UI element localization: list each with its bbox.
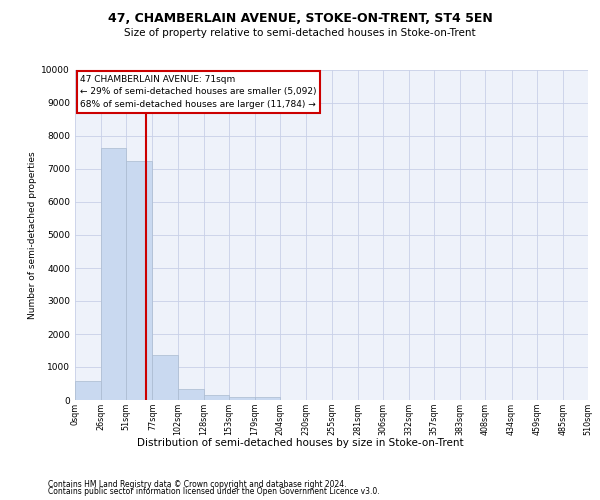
Bar	[229, 396, 255, 400]
Y-axis label: Number of semi-detached properties: Number of semi-detached properties	[28, 151, 37, 319]
Bar	[255, 398, 280, 400]
Bar	[101, 148, 127, 400]
Bar	[178, 390, 204, 400]
Text: Size of property relative to semi-detached houses in Stoke-on-Trent: Size of property relative to semi-detach…	[124, 28, 476, 38]
Bar	[75, 381, 101, 400]
Text: Distribution of semi-detached houses by size in Stoke-on-Trent: Distribution of semi-detached houses by …	[137, 438, 463, 448]
Text: 47, CHAMBERLAIN AVENUE, STOKE-ON-TRENT, ST4 5EN: 47, CHAMBERLAIN AVENUE, STOKE-ON-TRENT, …	[107, 12, 493, 24]
Bar	[152, 356, 178, 400]
Text: Contains HM Land Registry data © Crown copyright and database right 2024.: Contains HM Land Registry data © Crown c…	[48, 480, 347, 489]
Text: 47 CHAMBERLAIN AVENUE: 71sqm
← 29% of semi-detached houses are smaller (5,092)
6: 47 CHAMBERLAIN AVENUE: 71sqm ← 29% of se…	[80, 75, 317, 109]
Text: Contains public sector information licensed under the Open Government Licence v3: Contains public sector information licen…	[48, 487, 380, 496]
Bar	[127, 160, 152, 400]
Bar	[204, 394, 229, 400]
